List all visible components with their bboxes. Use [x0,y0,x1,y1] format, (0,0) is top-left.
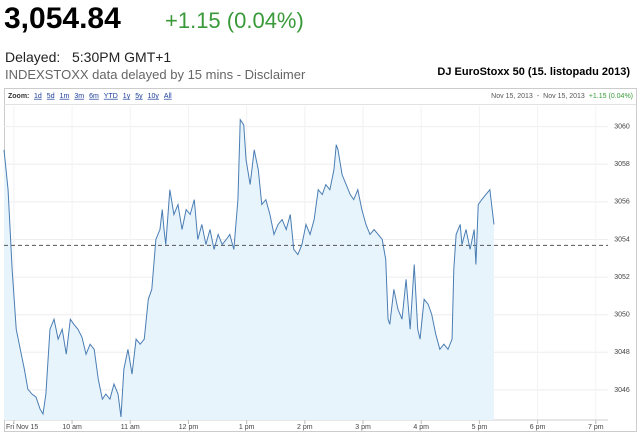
zoom-option[interactable]: All [164,93,172,100]
zoom-option[interactable]: 6m [89,93,99,100]
y-tick-label: 3054 [614,236,630,243]
x-tick-label: 7 pm [588,424,604,431]
y-tick-label: 3058 [614,161,630,168]
date-range: Nov 15, 2013 [543,93,585,100]
area [4,119,494,421]
x-tick-label: Fri Nov 15 [6,424,38,431]
zoom-option[interactable]: 1y [123,93,131,100]
zoom-option[interactable]: 5d [47,93,55,100]
y-tick-label: 3056 [614,199,630,206]
zoom-option[interactable]: YTD [104,93,118,100]
price-line [3,118,495,418]
date-range: Nov 15, 2013 [491,93,533,100]
x-tick-label: 11 am [121,424,140,431]
date-range: +1.15 (0.04%) [589,93,633,100]
zoom-option[interactable]: 1d [34,93,42,100]
zoom-label: Zoom: [8,93,29,100]
date-range: - [537,93,540,100]
x-tick-label: 10 am [62,424,82,431]
x-tick-label: 2 pm [297,424,313,431]
x-tick-label: 12 pm [179,424,199,431]
delayed-label: Delayed: [5,49,61,65]
x-tick-label: 6 pm [530,424,546,431]
zoom-option[interactable]: 1m [60,93,70,100]
zoom-option[interactable]: 10y [148,93,160,100]
x-tick-label: 4 pm [413,424,429,431]
x-tick-label: 1 pm [239,424,255,431]
y-tick-label: 3052 [614,274,630,281]
delayed-time: 5:30PM GMT+1 [72,49,172,65]
price-change: +1.15 (0.04%) [165,8,304,33]
y-tick-label: 3050 [614,312,630,319]
chart-title: DJ EuroStoxx 50 (15. listopadu 2013) [437,66,630,78]
x-tick-label: 3 pm [355,424,371,431]
x-tick-label: 5 pm [472,424,488,431]
y-tick-label: 3060 [614,124,630,131]
y-tick-label: 3048 [614,349,630,356]
y-tick-label: 3046 [614,387,630,394]
zoom-option[interactable]: 3m [74,93,84,100]
price: 3,054.84 [4,2,121,35]
disclaimer[interactable]: INDEXSTOXX data delayed by 15 mins - Dis… [5,67,306,82]
zoom-option[interactable]: 5y [135,93,143,100]
